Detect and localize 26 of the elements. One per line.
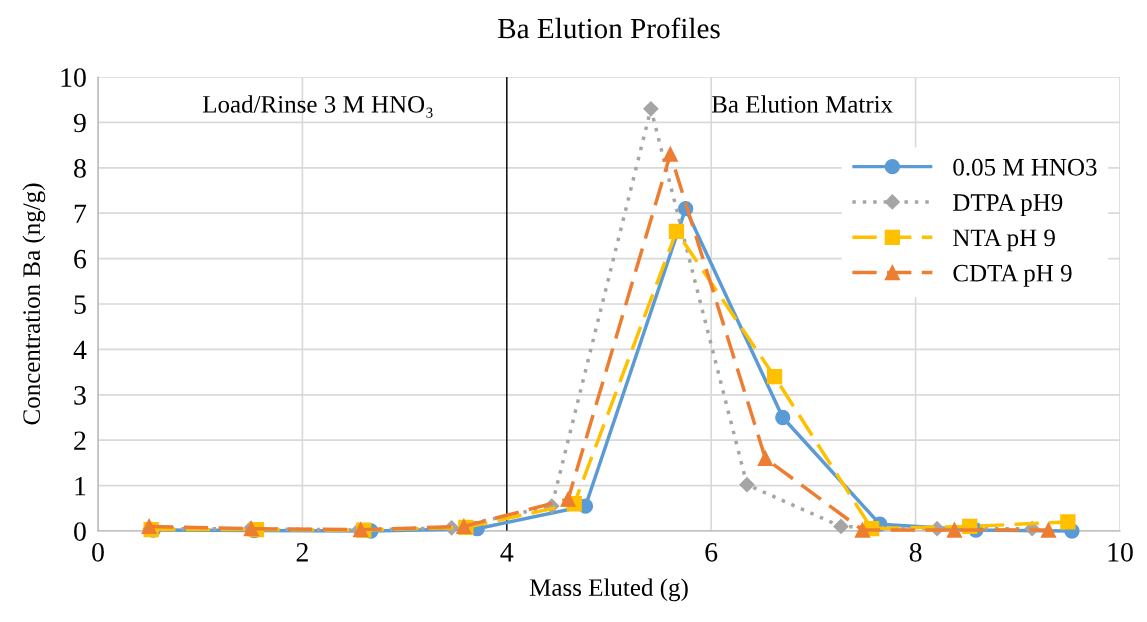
y-tick-label: 7	[74, 204, 87, 223]
y-tick-label: 2	[74, 431, 86, 450]
x-tick-label: 10	[1108, 542, 1133, 562]
y-tick-label: 4	[73, 340, 87, 360]
x-tick-label: 0	[92, 542, 104, 562]
x-tick-label: 8	[909, 542, 922, 562]
y-tick-label: 1	[75, 476, 86, 496]
y-tick-label: 3	[74, 386, 86, 405]
annotation: Load/Rinse 3 M HNO₃	[202, 95, 433, 118]
x-tick-label: 4	[500, 543, 514, 562]
y-axis-title: Concentration Ba (ng/g)	[22, 183, 46, 425]
x-tick-label: 2	[296, 542, 308, 562]
annotation: Ba Elution Matrix	[711, 95, 893, 113]
y-tick-label: 9	[73, 113, 86, 133]
x-axis-title: Mass Eluted (g)	[529, 578, 688, 602]
y-tick-label: 6	[74, 249, 87, 269]
legend-label: NTA pH 9	[953, 229, 1055, 252]
chart-title: Ba Elution Profiles	[498, 17, 720, 39]
legend-label: DTPA pH9	[953, 194, 1063, 217]
y-tick-label: 0	[74, 522, 86, 541]
x-tick-label: 6	[705, 542, 718, 562]
y-tick-label: 5	[74, 295, 86, 314]
legend-label: 0.05 M HNO3	[953, 158, 1097, 176]
legend-label: CDTA pH 9	[953, 264, 1072, 287]
y-tick-label: 8	[74, 158, 86, 178]
y-tick-label: 10	[61, 68, 86, 87]
